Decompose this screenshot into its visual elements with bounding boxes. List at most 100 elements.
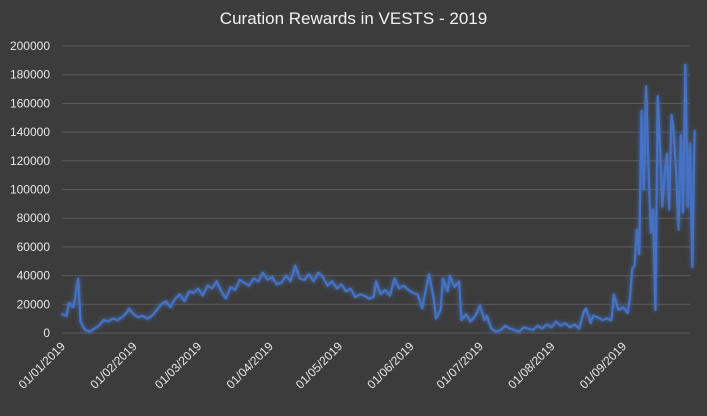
data-point — [645, 85, 647, 87]
data-point — [294, 265, 296, 267]
data-point — [93, 328, 95, 330]
series-layer — [60, 63, 696, 333]
data-point — [486, 315, 488, 317]
x-tick-label: 01/02/2019 — [87, 339, 140, 392]
data-point — [652, 209, 654, 211]
y-tick-label: 200000 — [10, 39, 50, 53]
data-point — [442, 277, 444, 280]
data-point — [398, 287, 400, 290]
data-point — [627, 312, 629, 314]
data-point — [336, 287, 338, 290]
gridlines — [62, 45, 690, 334]
data-point — [137, 316, 139, 318]
data-point — [340, 283, 342, 285]
data-point — [412, 292, 414, 294]
y-tick-label: 140000 — [10, 125, 50, 139]
data-point — [373, 296, 375, 298]
data-point — [474, 315, 476, 317]
data-point — [303, 279, 305, 281]
data-point — [689, 143, 691, 145]
data-point — [495, 331, 497, 333]
data-point — [299, 277, 301, 280]
data-point — [79, 320, 82, 323]
data-point — [629, 296, 631, 298]
data-point — [128, 308, 130, 310]
data-point — [84, 329, 86, 331]
data-point — [541, 328, 543, 330]
y-tick-label: 160000 — [10, 96, 50, 110]
data-point — [313, 280, 315, 282]
data-point — [266, 279, 269, 281]
data-point — [354, 296, 356, 298]
data-point — [72, 306, 75, 308]
data-point — [677, 229, 680, 231]
data-point — [225, 298, 227, 300]
data-point — [276, 283, 278, 285]
data-point — [103, 319, 105, 321]
data-point — [393, 277, 396, 280]
series-line — [60, 63, 696, 333]
data-point — [202, 295, 204, 297]
data-point — [578, 328, 580, 330]
data-point — [229, 286, 232, 288]
data-point — [606, 318, 608, 320]
data-point — [428, 273, 430, 275]
y-tick-label: 100000 — [10, 183, 50, 197]
data-point — [601, 319, 603, 321]
data-point — [271, 276, 273, 278]
data-point — [121, 316, 123, 318]
data-point — [661, 206, 663, 208]
data-point — [389, 295, 391, 297]
data-point — [664, 174, 666, 176]
data-point — [490, 328, 492, 330]
data-point — [585, 308, 587, 310]
data-point — [169, 306, 172, 308]
data-point — [537, 325, 539, 327]
data-point — [640, 110, 643, 112]
data-point — [107, 320, 109, 323]
data-point — [460, 319, 462, 321]
data-point — [682, 211, 684, 214]
data-point — [523, 326, 525, 328]
data-point — [453, 286, 456, 288]
data-point — [68, 302, 70, 304]
y-tick-label: 80000 — [17, 211, 51, 225]
data-point — [179, 293, 181, 295]
data-point — [465, 313, 467, 315]
y-axis-ticks: 0 20000 40000 60000 80000 100000 120000 140000 1… — [10, 39, 50, 340]
data-point — [146, 318, 148, 320]
data-point — [504, 325, 506, 327]
data-point — [174, 298, 176, 300]
data-point — [142, 315, 144, 317]
data-point — [470, 320, 472, 323]
data-point — [691, 266, 693, 268]
data-point — [680, 134, 682, 136]
data-point — [560, 325, 562, 327]
data-point — [66, 315, 68, 317]
data-point — [647, 163, 650, 165]
data-point — [234, 289, 236, 291]
data-point — [77, 277, 79, 280]
data-point — [617, 309, 620, 311]
data-point — [670, 114, 673, 116]
data-point — [126, 312, 128, 314]
data-point — [384, 289, 386, 291]
data-point — [417, 293, 419, 295]
data-point — [345, 290, 347, 292]
data-point — [597, 316, 599, 318]
data-point — [248, 285, 250, 287]
data-point — [220, 290, 222, 292]
data-point — [421, 308, 423, 310]
data-point — [657, 95, 659, 97]
data-point — [631, 267, 633, 269]
data-point — [160, 303, 162, 305]
data-point — [350, 287, 352, 290]
data-point — [622, 306, 624, 308]
data-point — [322, 276, 324, 278]
y-tick-label: 60000 — [17, 240, 51, 254]
data-point — [555, 320, 557, 323]
data-point — [435, 318, 437, 320]
data-point — [89, 331, 91, 333]
data-point — [188, 290, 190, 292]
